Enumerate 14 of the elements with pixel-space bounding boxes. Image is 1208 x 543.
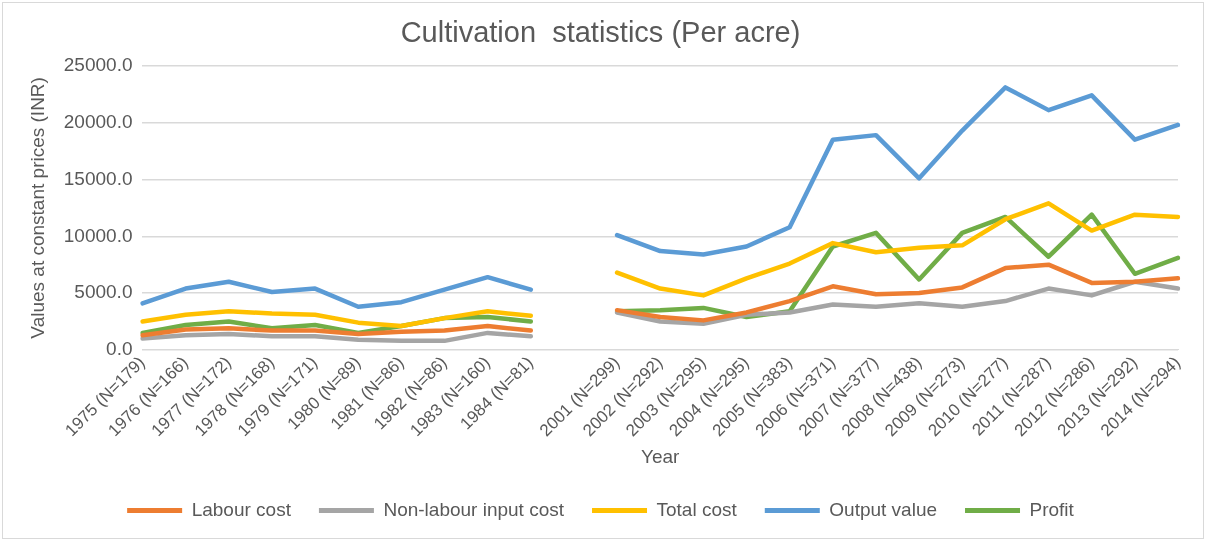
legend-label: Total cost bbox=[656, 498, 738, 520]
y-tick-label: 15000.0 bbox=[63, 167, 133, 189]
y-tick-label: 25000.0 bbox=[63, 54, 133, 76]
y-tick-label: 5000.0 bbox=[74, 281, 133, 303]
chart-title: Cultivation statistics (Per acre) bbox=[400, 16, 801, 49]
y-tick-label: 10000.0 bbox=[63, 224, 133, 246]
x-axis-title: Year bbox=[641, 445, 681, 467]
y-axis-title: Values at constant prices (INR) bbox=[26, 77, 48, 339]
legend-label: Labour cost bbox=[191, 498, 292, 520]
legend-label: Profit bbox=[1029, 498, 1075, 520]
y-tick-label: 0.0 bbox=[106, 338, 133, 360]
y-tick-label: 20000.0 bbox=[63, 110, 133, 132]
legend-label: Non-labour input cost bbox=[383, 498, 565, 520]
legend-label: Output value bbox=[829, 498, 938, 520]
